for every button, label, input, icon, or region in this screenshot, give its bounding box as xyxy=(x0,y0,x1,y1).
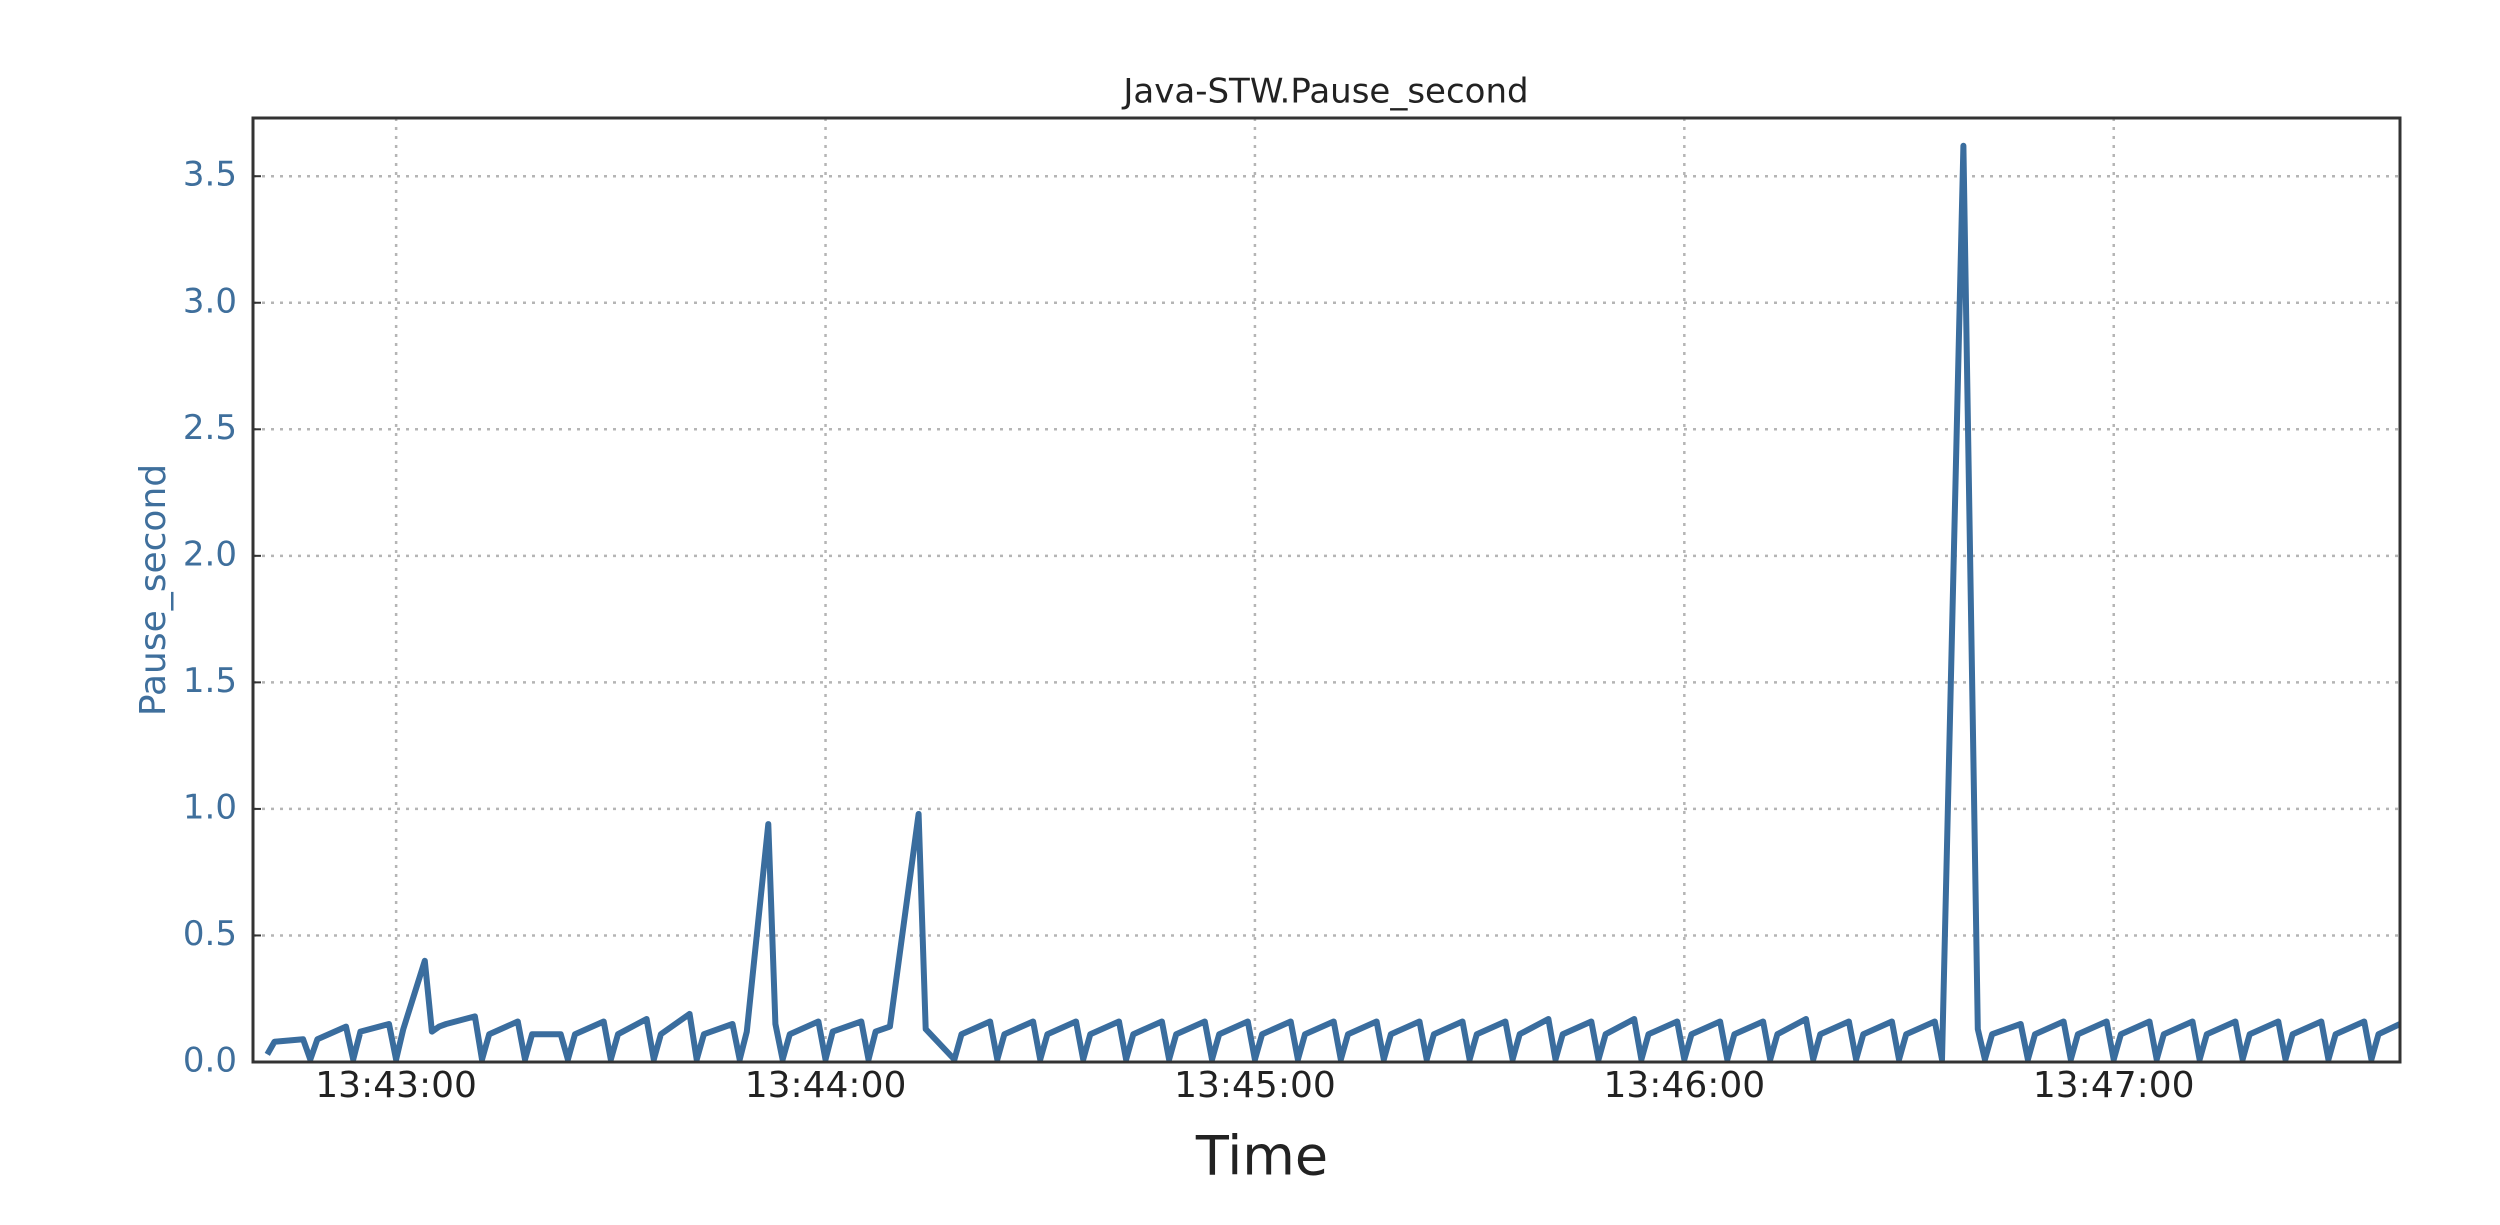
x-tick-label: 13:47:00 xyxy=(2033,1065,2195,1106)
y-tick-label: 0.5 xyxy=(183,914,237,954)
y-tick-label: 3.5 xyxy=(183,155,237,195)
x-tick-label: 13:45:00 xyxy=(1174,1065,1336,1106)
y-tick-label: 2.5 xyxy=(183,408,237,448)
y-tick-label: 1.0 xyxy=(183,787,237,827)
y-axis-label: Pause_second xyxy=(133,464,174,716)
plot-frame xyxy=(251,116,2402,1064)
y-tick-label: 0.0 xyxy=(183,1041,237,1081)
x-tick-label: 13:44:00 xyxy=(745,1065,907,1106)
x-tick-label: 13:46:00 xyxy=(1603,1065,1765,1106)
x-tick-label: 13:43:00 xyxy=(315,1065,477,1106)
x-axis-label: Time xyxy=(1195,1125,1328,1188)
y-tick-label: 1.5 xyxy=(183,661,237,701)
data-line xyxy=(264,142,2402,1063)
y-tick-label: 2.0 xyxy=(183,534,237,574)
chart-title: Java-STW.Pause_second xyxy=(1121,72,1528,112)
y-tick-label: 3.0 xyxy=(183,281,237,321)
